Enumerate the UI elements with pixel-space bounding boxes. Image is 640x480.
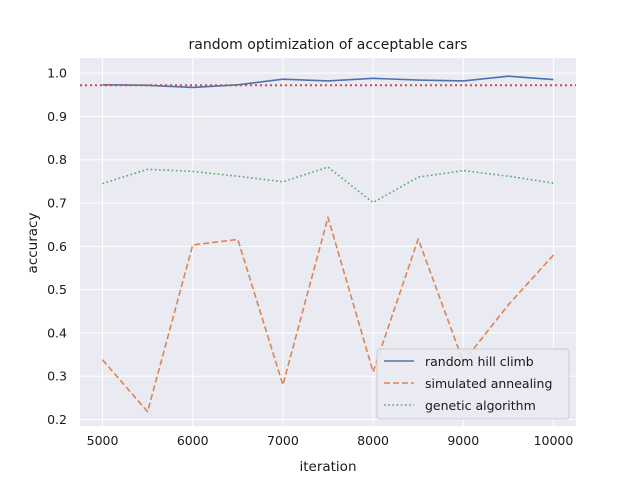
y-tick-label: 0.6 <box>47 239 67 254</box>
x-tick-label: 7000 <box>267 433 299 448</box>
x-axis-label: iteration <box>299 459 356 475</box>
y-tick-label: 0.7 <box>47 196 67 211</box>
x-tick-label: 6000 <box>177 433 209 448</box>
legend-box <box>376 348 570 420</box>
series-layer <box>101 75 555 413</box>
tick-labels: 5000 6000 7000 8000 9000 10000 0.2 0.3 0.4 0.5 0.6… <box>47 66 573 448</box>
y-tick-label: 1.0 <box>47 66 67 81</box>
chart-title: random optimization of acceptable cars <box>189 37 468 53</box>
y-tick-label: 0.8 <box>47 152 67 167</box>
series-line-simulated-annealing <box>101 216 555 413</box>
legend-label-genetic-algorithm: genetic algorithm <box>425 398 536 413</box>
x-tick-label: 10000 <box>534 433 574 448</box>
legend-label-simulated-annealing: simulated annealing <box>425 376 552 391</box>
legend-label-random-hill-climb: random hill climb <box>425 354 534 369</box>
x-tick-label: 5000 <box>87 433 119 448</box>
x-tick-label: 8000 <box>357 433 389 448</box>
y-tick-label: 0.3 <box>47 369 67 384</box>
y-tick-label: 0.4 <box>47 325 67 340</box>
legend: random hill climb simulated annealing ge… <box>376 348 570 420</box>
grid <box>80 58 576 426</box>
series-line-random-hill-climb <box>102 75 554 89</box>
x-tick-label: 9000 <box>447 433 479 448</box>
y-tick-label: 0.5 <box>47 282 67 297</box>
y-axis-label: accuracy <box>25 213 41 274</box>
y-tick-label: 0.2 <box>47 412 67 427</box>
y-tick-label: 0.9 <box>47 109 67 124</box>
